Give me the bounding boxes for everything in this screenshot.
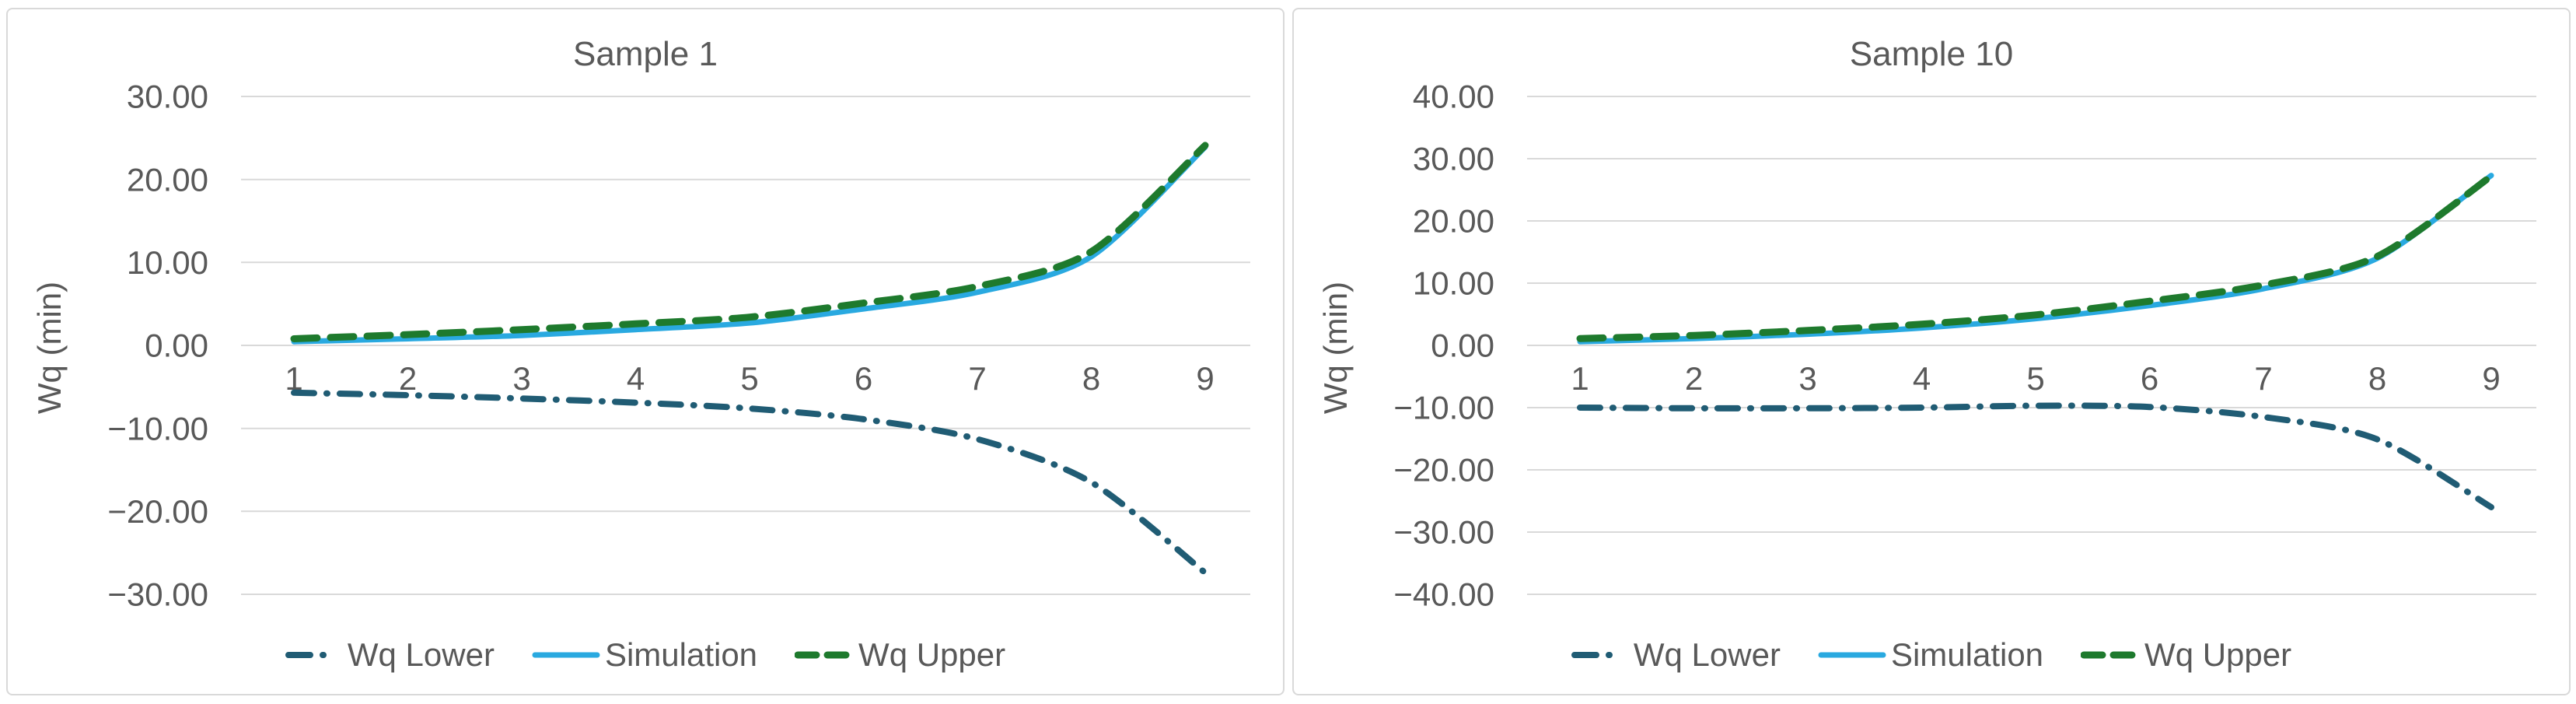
legend-item-simulation: Simulation <box>532 636 757 674</box>
line-plot: 30.00 20.00 10.00 0.00 −10.00 −20.00 −30.00 1 2 3… <box>107 79 1250 613</box>
legend: Wq Lower Simulation Wq Upper <box>8 636 1283 674</box>
legend-item-simulation: Simulation <box>1818 636 2043 674</box>
x-tick-label: 1 <box>1571 360 1589 397</box>
legend-label: Simulation <box>604 636 758 673</box>
series-path-wq-upper <box>1576 172 2495 342</box>
x-tick-label: 7 <box>968 360 986 397</box>
x-tick-label: 9 <box>1196 360 1214 397</box>
x-tick-label: 8 <box>2368 360 2386 397</box>
y-tick-label: −30.00 <box>107 576 208 613</box>
y-tick-label: −20.00 <box>107 493 208 530</box>
x-tick-label: 5 <box>740 360 758 397</box>
y-tick-label: 30.00 <box>127 79 208 115</box>
x-tick-label: 2 <box>1685 360 1703 397</box>
legend-marker-wq-upper <box>2081 651 2141 659</box>
legend-label: Simulation <box>1890 636 2044 673</box>
y-tick-label: 10.00 <box>1413 265 1494 302</box>
x-tick-label: 1 <box>285 360 302 397</box>
legend-marker-wq-lower <box>1571 652 1629 658</box>
legend-label: Wq Upper <box>2144 636 2292 673</box>
x-tick-label: 8 <box>1082 360 1100 397</box>
y-tick-label: 40.00 <box>1413 79 1494 115</box>
series-path-wq-lower <box>291 389 1208 576</box>
x-tick-label: 2 <box>399 360 417 397</box>
legend-label: Wq Lower <box>347 636 495 673</box>
legend-marker-simulation <box>532 652 600 658</box>
y-tick-label: −10.00 <box>107 410 208 447</box>
x-tick-label: 7 <box>2254 360 2272 397</box>
y-tick-label: −20.00 <box>1393 452 1494 489</box>
legend-item-wq-upper: Wq Upper <box>2081 636 2291 674</box>
chart-title: Sample 10 <box>1849 35 2014 73</box>
legend-label: Wq Upper <box>858 636 1006 673</box>
line-plot: 40.00 30.00 20.00 10.00 0.00 −10.00 −20.00 −30.… <box>1393 79 2536 613</box>
legend: Wq Lower Simulation Wq Upper <box>1294 636 2569 674</box>
y-tick-label: 20.00 <box>127 161 208 198</box>
chart-panel-sample-1: Sample 1 Wq (min) 30.00 20.00 10.00 0.00 −10… <box>6 8 1285 695</box>
legend-item-wq-lower: Wq Lower <box>285 636 495 674</box>
x-tick-label: 4 <box>1913 360 1931 397</box>
chart-title: Sample 1 <box>573 35 718 73</box>
y-tick-label: 0.00 <box>1431 327 1494 364</box>
x-tick-label: 6 <box>855 360 872 397</box>
legend-marker-simulation <box>1818 652 1886 658</box>
series-path-wq-lower <box>1577 402 2494 510</box>
y-tick-label: 20.00 <box>1413 203 1494 240</box>
legend-item-wq-lower: Wq Lower <box>1571 636 1781 674</box>
legend-item-wq-upper: Wq Upper <box>795 636 1005 674</box>
chart-panel-sample-10: Sample 10 Wq (min) 40.00 30.00 20.00 10.00 0… <box>1292 8 2571 695</box>
x-tick-label: 6 <box>2141 360 2158 397</box>
y-tick-label: 0.00 <box>145 327 208 364</box>
y-tick-label: −10.00 <box>1393 390 1494 426</box>
y-tick-label: 10.00 <box>127 244 208 281</box>
series-path-wq-upper <box>290 142 1209 342</box>
legend-label: Wq Lower <box>1633 636 1781 673</box>
x-tick-label: 5 <box>2026 360 2044 397</box>
legend-marker-wq-upper <box>795 651 855 659</box>
series-path-simulation <box>291 144 1208 345</box>
x-tick-label: 3 <box>512 360 530 397</box>
legend-marker-wq-lower <box>285 652 343 658</box>
y-tick-label: 30.00 <box>1413 141 1494 177</box>
y-tick-label: −30.00 <box>1393 514 1494 551</box>
x-tick-label: 3 <box>1798 360 1816 397</box>
x-tick-label: 4 <box>627 360 645 397</box>
x-tick-label: 9 <box>2482 360 2500 397</box>
y-tick-label: −40.00 <box>1393 576 1494 613</box>
